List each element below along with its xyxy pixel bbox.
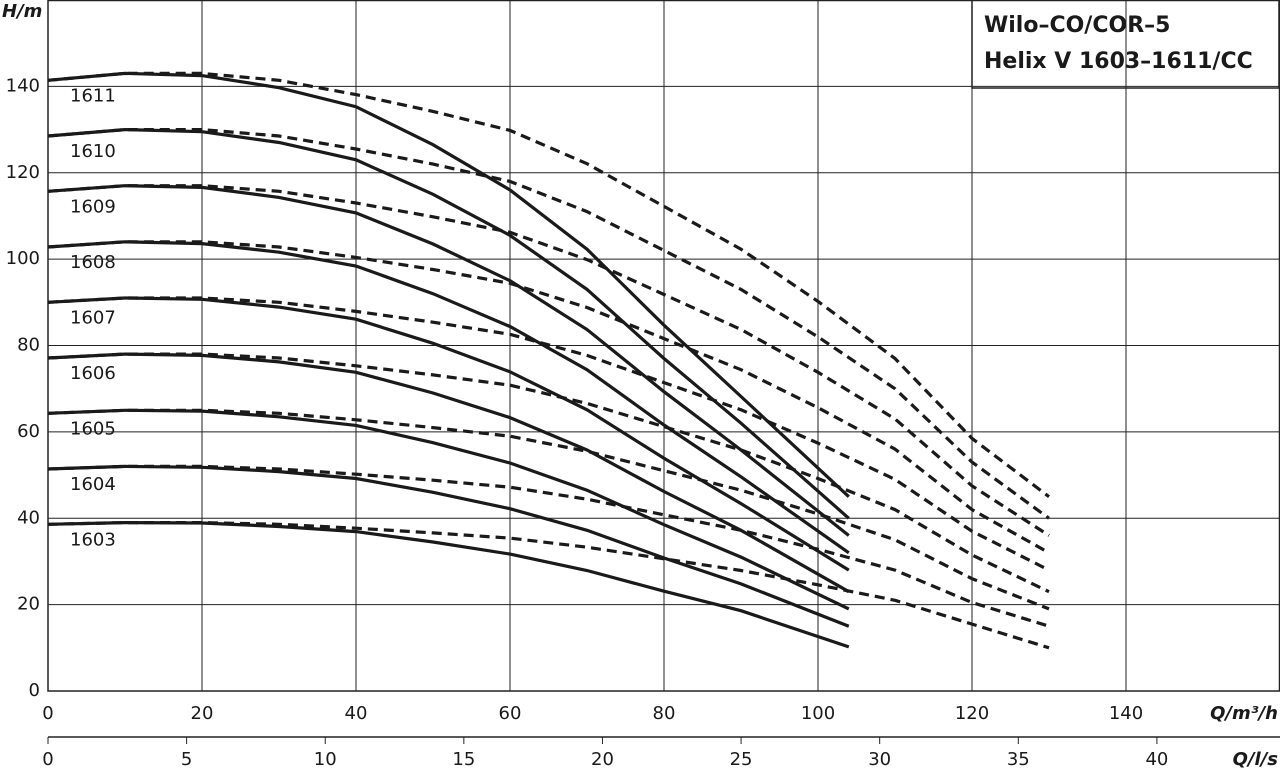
chart-title: Wilo–CO/COR–5 [984,13,1170,38]
y-tick-label: 80 [17,335,40,356]
x2-axis-label: Q/l/s [1233,749,1279,770]
curve-label: 1611 [70,85,116,106]
y-tick-label: 0 [29,680,40,701]
y-tick-label: 100 [6,248,40,269]
chart-title: Helix V 1603–1611/CC [984,49,1253,74]
y-tick-label: 40 [17,507,40,528]
pump-curve [47,520,850,649]
x2-tick-label: 30 [868,749,891,770]
curve-label: 1607 [70,307,116,328]
curve-label: 1608 [70,252,116,273]
x2-tick-label: 15 [452,749,475,770]
x-tick-label: 100 [801,703,835,724]
dashed-curve [47,240,1050,555]
pump-curve [47,296,850,572]
curve-label: 1606 [70,363,116,384]
y-tick-label: 140 [6,75,40,96]
dashed-curve [47,408,1050,611]
x-tick-label: 80 [653,703,676,724]
x-tick-label: 120 [955,703,989,724]
pump-curve [47,352,850,594]
x-tick-label: 60 [499,703,522,724]
x2-tick-label: 20 [591,749,614,770]
curve-label: 1603 [70,529,116,550]
x-tick-label: 0 [42,703,53,724]
dashed-curve [47,521,1050,650]
curve-label: 1610 [70,141,116,162]
curve-label: 1605 [70,418,116,439]
x-tick-label: 20 [191,703,214,724]
curve-label: 1604 [70,474,116,495]
y-tick-label: 120 [6,162,40,183]
x-tick-label: 140 [1109,703,1143,724]
y-axis-label: H/m [2,1,42,22]
x2-tick-label: 35 [1007,749,1030,770]
dashed-curve [47,464,1050,628]
curve-label: 1609 [70,196,116,217]
x-axis-label: Q/m³/h [1210,703,1278,724]
dashed-curve [47,352,1050,594]
x2-tick-label: 5 [181,749,192,770]
dashed-curve [47,71,1050,498]
pump-curve [47,464,850,628]
x2-tick-label: 40 [1145,749,1168,770]
dashed-curve [47,128,1050,520]
x2-tick-label: 0 [42,749,53,770]
y-tick-label: 60 [17,421,40,442]
pump-curve [47,71,850,498]
x-tick-label: 40 [345,703,368,724]
dashed-curve [47,184,1050,537]
x2-tick-label: 25 [730,749,753,770]
dashed-curve [47,296,1050,572]
x2-tick-label: 10 [314,749,337,770]
y-tick-label: 20 [17,594,40,615]
